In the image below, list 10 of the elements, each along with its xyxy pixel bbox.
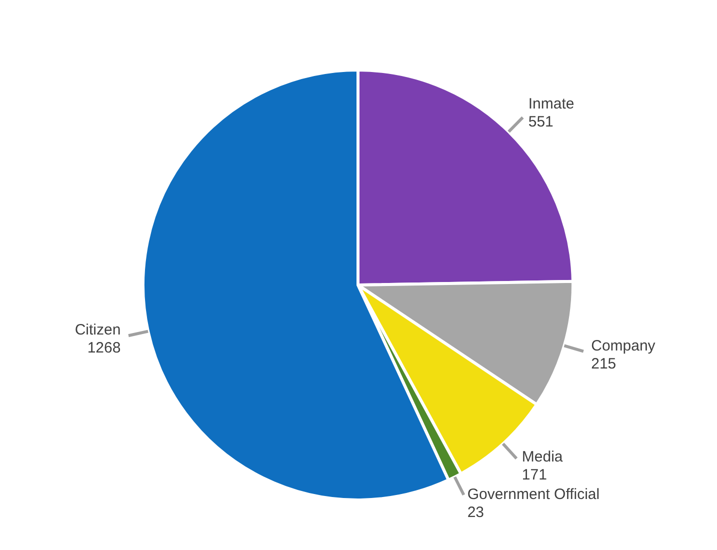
- slice-label: Media: [522, 448, 564, 466]
- data-label: 1268: [87, 339, 121, 356]
- slice-label: Citizen: [74, 321, 121, 338]
- data-label: 23: [467, 504, 484, 522]
- data-label: 551: [528, 114, 554, 131]
- data-label: 171: [522, 466, 547, 484]
- data-label: 215: [591, 356, 616, 373]
- slice-label: Inmate: [528, 96, 574, 113]
- slice-label: Government Official: [467, 486, 600, 504]
- slice-label: Company: [591, 338, 656, 355]
